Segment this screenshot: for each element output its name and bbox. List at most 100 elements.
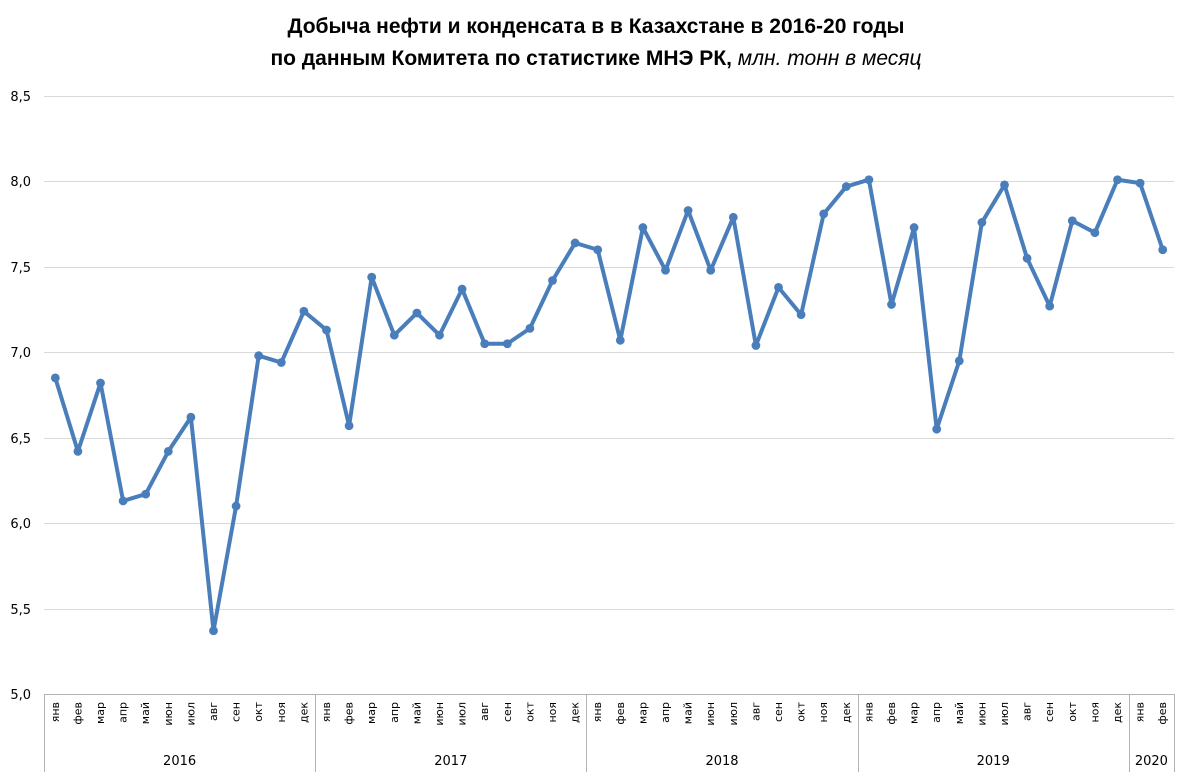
data-point: [615, 335, 625, 345]
data-point: [118, 496, 128, 506]
data-point: [864, 175, 874, 185]
year-label: 2016: [163, 754, 196, 769]
month-tick-label: окт: [1066, 701, 1079, 721]
month-tick-label: июн: [433, 702, 446, 726]
data-point: [389, 330, 399, 340]
month-tick-label: окт: [523, 701, 536, 721]
month-tick-label: дек: [840, 702, 853, 723]
chart-title: Добыча нефти и конденсата в в Казахстане…: [0, 11, 1192, 75]
data-point: [751, 341, 761, 350]
month-tick-label: янв: [320, 702, 333, 722]
data-point: [819, 209, 829, 219]
month-tick-label: май: [682, 702, 695, 724]
data-point: [1135, 178, 1145, 188]
data-point: [502, 339, 512, 349]
month-tick-label: сен: [1043, 702, 1056, 722]
data-point: [254, 351, 264, 361]
month-tick-label: дек: [569, 702, 582, 723]
data-point: [299, 306, 309, 316]
year-label: 2020: [1135, 754, 1168, 769]
month-tick-label: апр: [930, 702, 943, 723]
month-tick-label: мар: [908, 702, 921, 724]
data-point: [796, 310, 806, 320]
month-tick-label: ноя: [1088, 702, 1101, 723]
y-tick-label: 5,5: [10, 603, 31, 618]
data-point: [548, 276, 557, 285]
data-point: [209, 626, 218, 636]
month-tick-label: июл: [456, 702, 469, 725]
data-point: [887, 300, 896, 309]
data-point: [276, 358, 286, 367]
month-tick-label: янв: [49, 702, 62, 722]
month-tick-label: фев: [885, 702, 898, 725]
data-point: [50, 373, 60, 383]
month-tick-label: авг: [207, 702, 220, 721]
data-point: [932, 424, 942, 434]
chart-title-line1: Добыча нефти и конденсата в в Казахстане…: [287, 15, 905, 38]
month-tick-label: июн: [975, 702, 988, 726]
data-point: [163, 446, 173, 456]
data-point: [1113, 175, 1122, 185]
data-point: [728, 212, 738, 222]
data-point: [1090, 228, 1100, 238]
series-line: [53, 177, 1165, 633]
month-tick-label: мар: [94, 702, 107, 724]
data-point: [525, 323, 535, 333]
month-tick-label: май: [139, 702, 152, 724]
month-tick-label: фев: [71, 702, 84, 725]
data-point: [480, 339, 490, 349]
data-point: [1022, 253, 1032, 263]
y-tick-label: 6,0: [10, 517, 31, 532]
month-tick-label: янв: [591, 702, 604, 722]
month-tick-label: сен: [230, 702, 243, 722]
data-point: [683, 206, 693, 215]
data-point: [638, 223, 648, 232]
data-point: [141, 489, 151, 499]
y-tick-label: 8,5: [10, 90, 31, 105]
year-label: 2019: [977, 754, 1010, 769]
month-tick-label: авг: [749, 702, 762, 721]
month-tick-label: июн: [162, 702, 175, 726]
y-tick-label: 8,0: [10, 175, 31, 190]
chart-title-units: млн. тонн в месяц: [731, 47, 922, 70]
chart-title-source: по данным Комитета по статистике МНЭ РК,: [270, 47, 732, 70]
month-tick-label: ноя: [817, 702, 830, 723]
data-point: [909, 223, 919, 232]
data-point: [661, 265, 670, 275]
month-tick-label: сен: [772, 702, 785, 722]
month-tick-label: авг: [478, 702, 491, 721]
data-point: [73, 446, 83, 456]
year-label: 2017: [434, 754, 467, 769]
data-point: [186, 412, 196, 422]
year-label: 2018: [705, 754, 738, 769]
data-point: [1067, 216, 1077, 226]
month-tick-label: июн: [704, 702, 717, 726]
month-tick-label: дек: [1111, 702, 1124, 723]
data-point: [344, 421, 354, 431]
month-tick-label: июл: [184, 702, 197, 725]
month-tick-label: май: [953, 702, 966, 724]
data-point: [435, 330, 444, 340]
month-tick-label: апр: [117, 702, 130, 723]
month-tick-label: мар: [636, 702, 649, 724]
month-tick-label: фев: [1156, 702, 1169, 725]
data-point: [841, 182, 851, 191]
data-point: [593, 245, 603, 255]
data-point: [774, 282, 783, 292]
y-tick-label: 7,5: [10, 261, 31, 276]
data-point: [231, 501, 241, 511]
month-tick-label: май: [410, 702, 423, 724]
month-tick-label: июл: [727, 702, 740, 725]
data-point: [1045, 301, 1055, 311]
month-tick-label: фев: [343, 702, 356, 725]
data-point: [954, 356, 964, 366]
month-tick-label: мар: [365, 702, 378, 724]
month-tick-label: апр: [659, 702, 672, 723]
month-tick-label: фев: [614, 702, 627, 725]
y-tick-label: 5,0: [10, 688, 31, 703]
month-tick-label: дек: [297, 702, 310, 723]
month-tick-label: ноя: [275, 702, 288, 723]
data-point: [457, 284, 467, 294]
month-tick-label: окт: [252, 701, 265, 721]
